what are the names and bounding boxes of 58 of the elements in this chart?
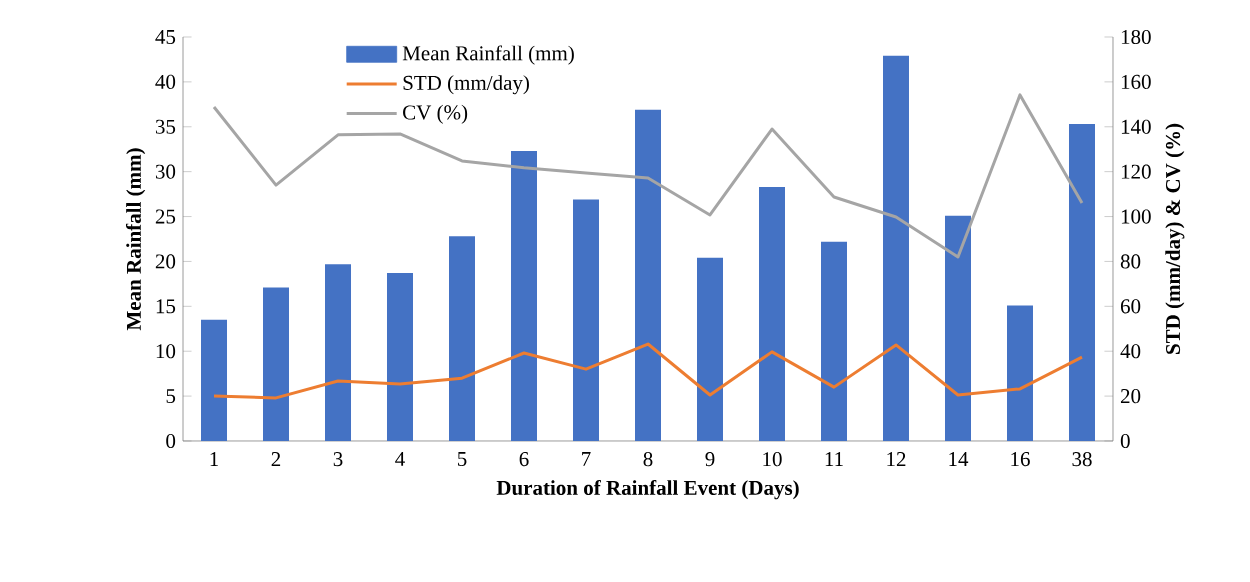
y2-tick-label: 140 [1121,119,1151,134]
bar [635,109,661,441]
y-tick-label: 45 [155,30,176,45]
y-tick-label: 10 [156,344,176,359]
bar [759,186,785,441]
bar [263,287,289,441]
y-tick-label: 20 [155,254,176,269]
bar [883,55,909,441]
x-tick-label: 11 [825,452,843,466]
y2-tick-label: 80 [1120,254,1141,269]
y2-tick-label: 60 [1120,299,1141,314]
x-tick-label: 2 [271,452,281,466]
x-tick-label: 10 [763,452,782,467]
x-tick-label: 6 [519,452,529,467]
bar [697,257,723,441]
legend-label: STD (mm/day) [403,75,529,95]
y2-tick-label: 0 [1120,433,1130,449]
y-tick-label: 35 [155,119,176,134]
x-tick-label: 7 [582,452,591,466]
line-series [212,93,1084,259]
x-axis-title: Duration of Rainfall Event (Days) [496,479,799,500]
bar [821,241,847,441]
x-tick-label: 38 [1072,452,1092,467]
bar [449,236,475,441]
bar [1007,305,1033,441]
bar [511,151,537,441]
x-tick-label: 4 [395,452,405,466]
x-tick-label: 1 [210,452,218,466]
y-tick-label: 30 [155,164,176,179]
y2-tick-label: 100 [1121,209,1151,224]
y-tick-label: 0 [166,433,176,449]
y2-tick-label: 20 [1120,389,1141,404]
x-tick-label: 3 [333,452,343,467]
legend-label: Mean Rainfall (mm) [402,45,574,65]
line-series [212,342,1084,400]
y2-axis-title: STD (mm/day) & CV (%) [1165,123,1185,354]
y2-tick-label: 40 [1120,344,1141,359]
x-tick-label: 5 [457,452,467,467]
x-tick-label: 8 [643,452,653,467]
x-tick-label: 14 [949,452,969,466]
legend-label: CV (%) [403,104,468,124]
bar [325,264,352,441]
x-tick-label: 16 [1011,452,1030,467]
y-tick-label: 40 [155,74,176,89]
bar [387,273,413,441]
x-tick-label: 9 [705,452,715,467]
y-tick-label: 15 [156,299,176,314]
bar [945,215,971,441]
y2-tick-label: 180 [1121,29,1151,45]
bar [573,199,599,441]
x-tick-label: 12 [887,452,906,466]
y-axis-title: Mean Rainfall (mm) [125,148,146,331]
bar [201,319,228,441]
y-tick-label: 25 [155,209,176,224]
y2-tick-label: 160 [1121,74,1151,89]
y2-tick-label: 120 [1121,164,1151,179]
y-tick-label: 5 [166,389,176,404]
bar [1069,124,1095,441]
